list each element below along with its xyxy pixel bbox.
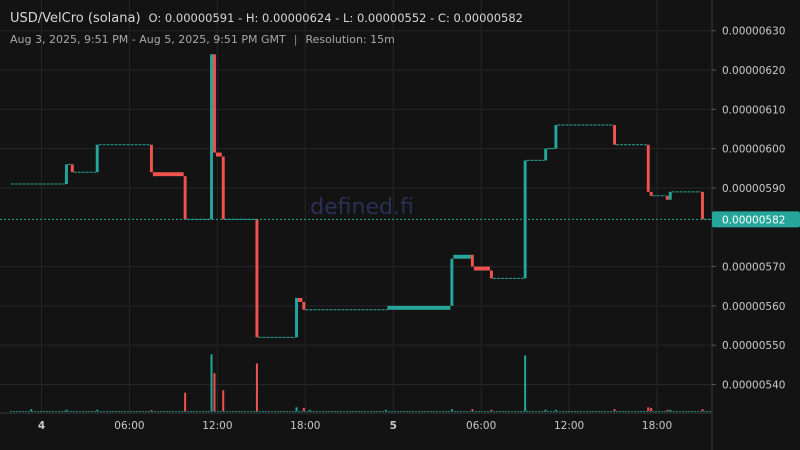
x-tick-label: 06:00	[466, 420, 496, 432]
volume-bar	[450, 409, 453, 411]
y-tick-label: 0.00000610	[722, 104, 785, 116]
ohlc-readout: O: 0.00000591 - H: 0.00000624 - L: 0.000…	[148, 11, 523, 25]
y-tick-label: 0.00000630	[722, 26, 785, 38]
candle	[183, 176, 187, 220]
volume-bar	[613, 409, 616, 411]
volume-bar	[701, 409, 704, 411]
candle	[450, 258, 454, 306]
y-tick-label: 0.00000600	[722, 144, 785, 156]
x-tick-label: 18:00	[290, 420, 320, 432]
y-axis[interactable]: 0.00000630 0.00000620 0.00000610 0.00000600…	[712, 26, 785, 392]
volume-bar	[184, 392, 187, 411]
candle	[665, 195, 669, 200]
chart-header: USD/VelCro (solana) O: 0.00000591 - H: 0…	[10, 11, 523, 46]
volume-bar	[669, 409, 672, 411]
candle	[554, 125, 558, 149]
watermark-text: defined.fi	[310, 195, 414, 220]
y-tick-label: 0.00000620	[722, 65, 785, 77]
date-range: Aug 3, 2025, 9:51 PM - Aug 5, 2025, 9:51…	[10, 33, 286, 46]
volume-bar	[471, 409, 474, 411]
volume-bar	[255, 363, 258, 411]
candle	[649, 191, 653, 196]
candle	[302, 301, 306, 310]
volume-bar	[150, 410, 153, 411]
candle	[387, 305, 451, 310]
candle	[297, 298, 303, 302]
pair-title: USD/VelCro (solana)	[10, 11, 141, 26]
candle	[95, 144, 99, 173]
candle	[453, 254, 471, 259]
volume-bar	[302, 407, 305, 411]
x-tick-label: 18:00	[642, 420, 672, 432]
candle	[701, 191, 704, 220]
x-axis[interactable]: 4 06:00 12:00 18:00 5 06:00 12:00 18:00	[38, 420, 672, 432]
volume-bar	[544, 409, 547, 411]
volume-bar	[30, 409, 33, 411]
x-tick-label: 5	[390, 420, 397, 432]
volume-bar	[554, 409, 557, 411]
candle	[215, 152, 222, 157]
volume-bar	[213, 373, 216, 411]
candle	[221, 156, 225, 220]
x-tick-label: 06:00	[114, 420, 144, 432]
x-tick-label: 12:00	[202, 420, 232, 432]
volume-bar	[96, 409, 99, 411]
candle	[668, 191, 672, 200]
volume-bar	[222, 390, 225, 411]
volume-bar	[490, 409, 493, 411]
resolution-label: Resolution: 15m	[305, 33, 395, 46]
y-tick-label: 0.00000540	[722, 379, 785, 391]
candle	[255, 219, 259, 338]
candle	[473, 266, 490, 271]
grid-lines	[0, 0, 713, 450]
candle	[295, 298, 298, 338]
candle	[613, 125, 617, 145]
header-separator: |	[293, 33, 298, 46]
volume-bar	[384, 409, 387, 411]
volume-bar	[295, 407, 298, 411]
last-price-tag-background	[712, 211, 800, 228]
y-tick-label: 0.00000550	[722, 340, 785, 352]
candle	[646, 144, 650, 192]
candle	[64, 164, 68, 185]
candle	[544, 148, 548, 161]
y-tick-label: 0.00000560	[722, 301, 785, 313]
candle	[149, 144, 153, 173]
last-price-label: 0.00000582	[722, 214, 785, 226]
volume-bar	[650, 407, 653, 411]
volume-bar	[210, 354, 213, 411]
volume-bar	[65, 409, 68, 411]
candle	[70, 164, 74, 173]
x-tick-label: 12:00	[554, 420, 584, 432]
volume-bar	[666, 409, 669, 411]
volume-bar	[308, 409, 311, 411]
candle	[212, 54, 216, 153]
candle	[210, 54, 213, 220]
y-tick-label: 0.00000590	[722, 183, 785, 195]
candle	[470, 254, 474, 267]
volume-bar	[524, 355, 527, 411]
x-tick-label: 4	[38, 420, 45, 432]
volume-bar	[647, 407, 650, 411]
volume-bars	[10, 354, 712, 412]
candle	[489, 270, 493, 279]
y-tick-label: 0.00000570	[722, 262, 785, 274]
candle	[152, 172, 184, 177]
last-price-tag: 0.00000582	[712, 211, 800, 228]
